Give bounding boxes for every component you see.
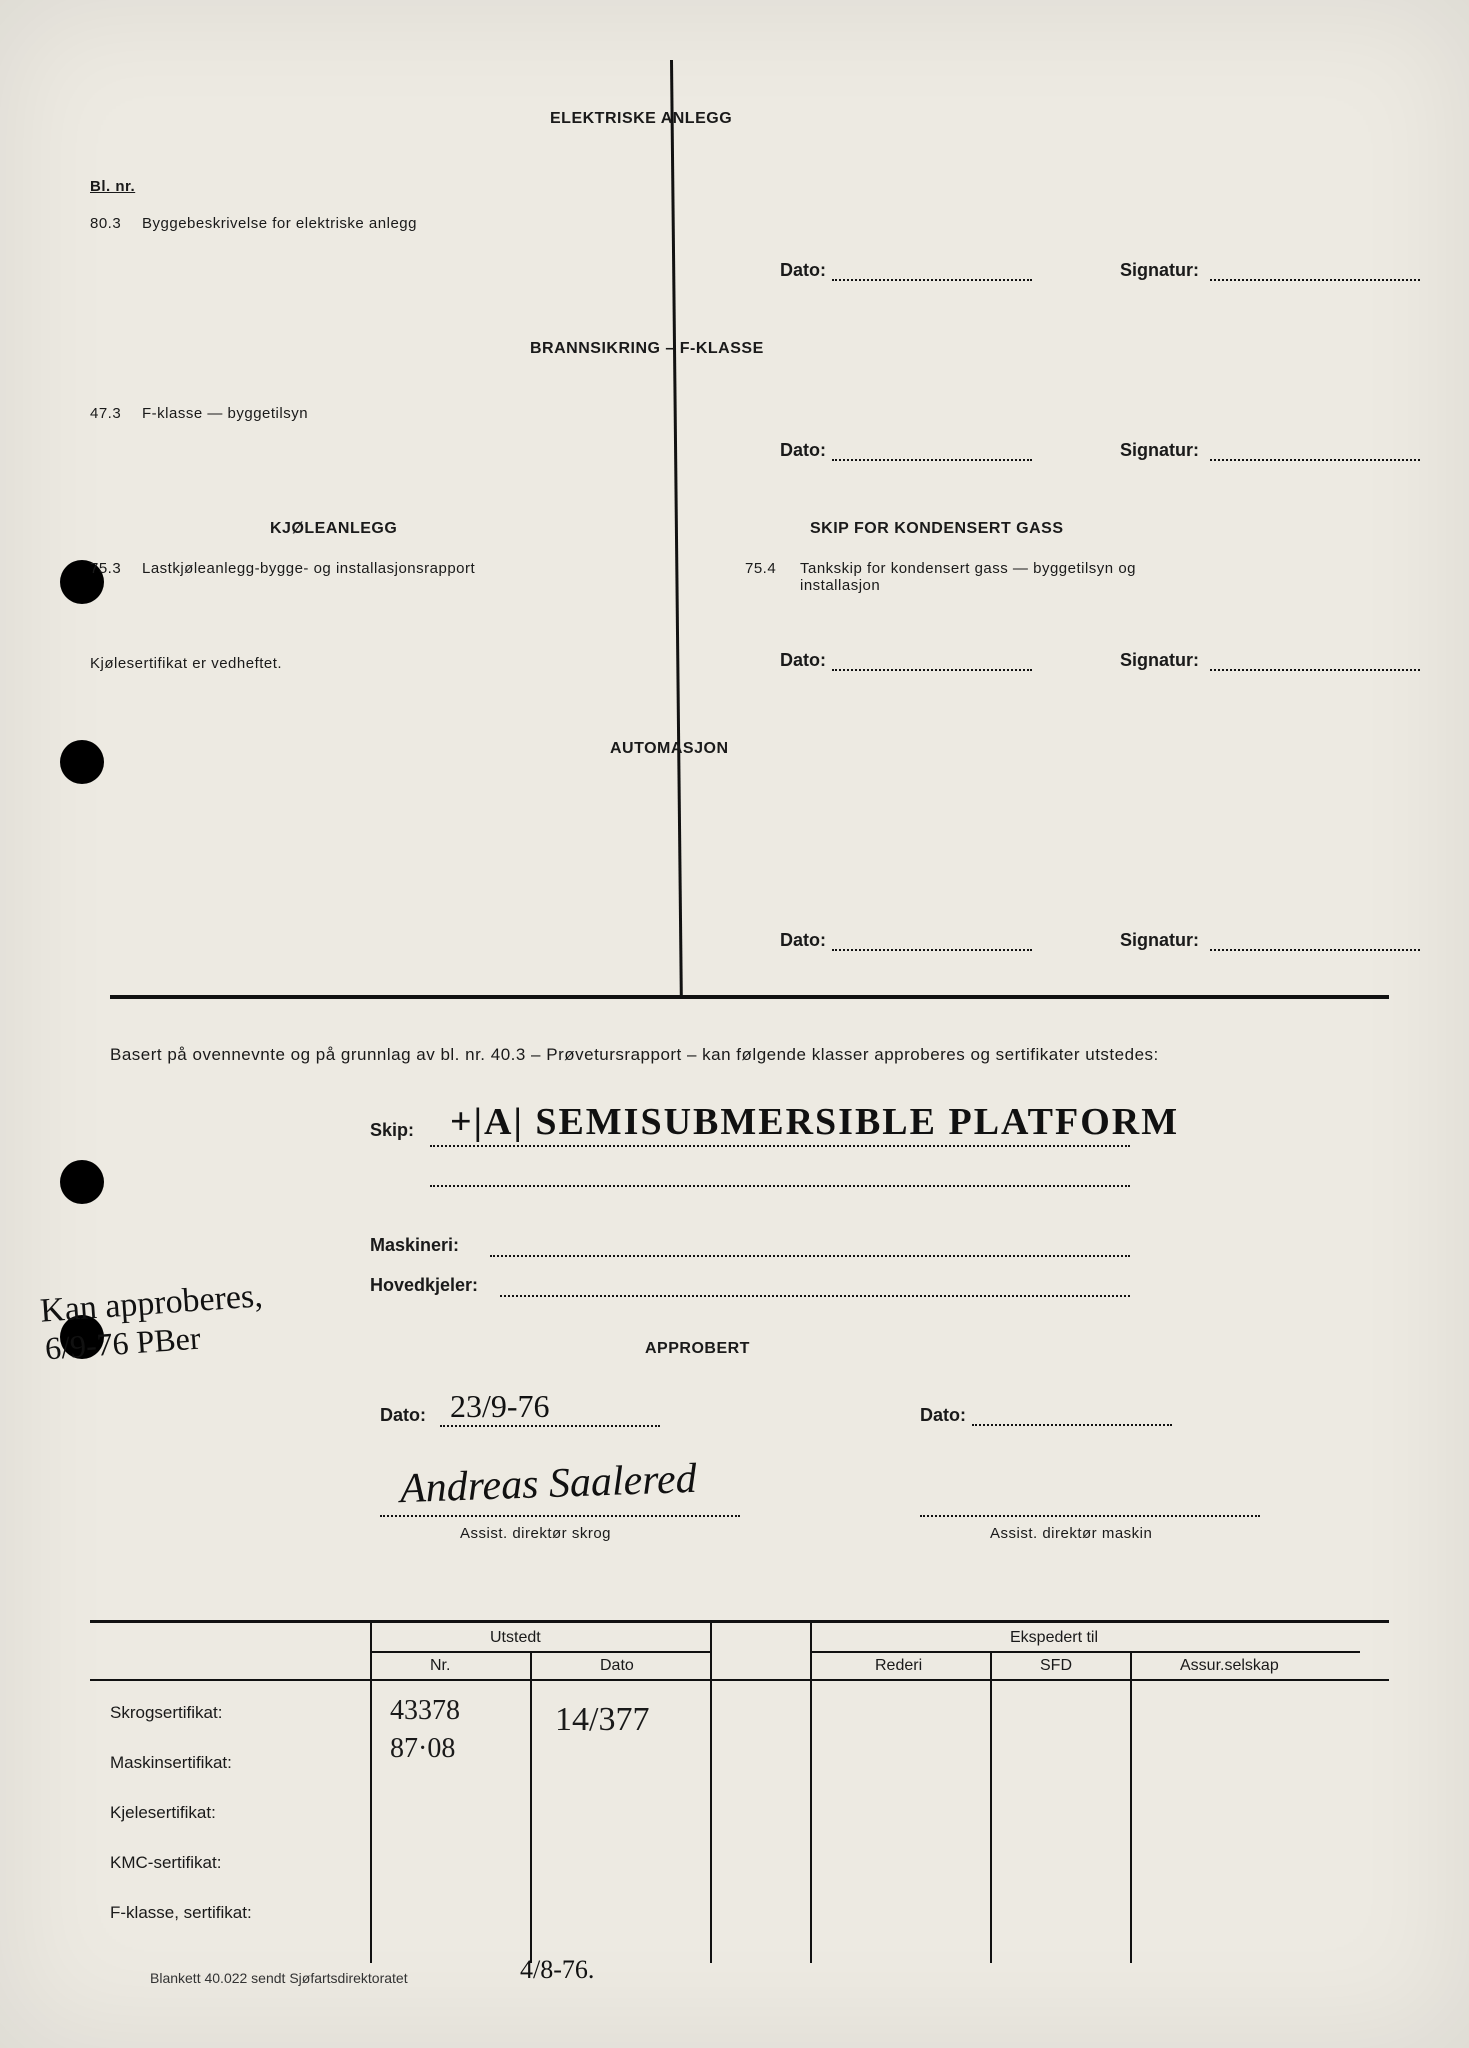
- cert-head-dato: Dato: [600, 1657, 634, 1675]
- cert-row-fklasse: F-klasse, sertifikat:: [110, 1903, 252, 1923]
- cert-hline: [370, 1651, 710, 1653]
- dato-label: Dato:: [380, 1405, 426, 1425]
- dato-field: Dato:: [780, 260, 1032, 281]
- section-heading-elektriske: ELEKTRISKE ANLEGG: [550, 110, 732, 128]
- item-text: Lastkjøleanlegg-bygge- og installasjonsr…: [142, 560, 482, 577]
- item-text: F-klasse — byggetilsyn: [142, 405, 308, 422]
- approbert-dato-right: Dato:: [920, 1405, 1172, 1426]
- page-content: ELEKTRISKE ANLEGG Bl. nr. 80.3 Byggebesk…: [90, 60, 1399, 2008]
- blankett-footer: Blankett 40.022 sendt Sjøfartsdirektorat…: [150, 1970, 408, 1986]
- signatur-label: Signatur:: [1120, 260, 1199, 280]
- cert-maskin-nr: 87·08: [390, 1733, 455, 1765]
- cert-vline: [810, 1623, 812, 1963]
- scanned-page: ELEKTRISKE ANLEGG Bl. nr. 80.3 Byggebesk…: [0, 0, 1469, 2048]
- blankett-date: 4/8-76.: [520, 1955, 594, 1985]
- baseline-rule: [110, 995, 1389, 999]
- cert-hline: [810, 1651, 1360, 1653]
- cert-row-maskin: Maskinsertifikat:: [110, 1753, 232, 1773]
- hovedkjeler-line: [500, 1295, 1130, 1297]
- item-number: 80.3: [90, 215, 121, 232]
- sig-line-right: [920, 1515, 1260, 1517]
- dato-line: [832, 653, 1032, 671]
- signatur-line: [1210, 443, 1420, 461]
- dato-label: Dato:: [780, 260, 826, 280]
- section-heading-gass: SKIP FOR KONDENSERT GASS: [810, 520, 1064, 538]
- signatur-line: [1210, 263, 1420, 281]
- dato-line: [832, 443, 1032, 461]
- hole-punch: [60, 1160, 104, 1204]
- item-text: Tankskip for kondensert gass — byggetils…: [800, 560, 1180, 594]
- bl-nr-label: Bl. nr.: [90, 178, 135, 195]
- signatur-label: Signatur:: [1120, 930, 1199, 950]
- approbert-signature: Andreas Saalered: [399, 1455, 697, 1513]
- signatur-field: Signatur:: [1120, 260, 1420, 281]
- cert-skrog-nr: 43378: [390, 1695, 460, 1727]
- cert-head-utstedt: Utstedt: [490, 1629, 541, 1647]
- item-number: 75.4: [745, 560, 776, 577]
- item-text: Byggebeskrivelse for elektriske anlegg: [142, 215, 417, 232]
- skip-label: Skip:: [370, 1120, 414, 1141]
- cert-vline: [710, 1623, 712, 1963]
- signatur-field: Signatur:: [1120, 650, 1420, 671]
- dato-label: Dato:: [780, 440, 826, 460]
- dato-field: Dato:: [780, 650, 1032, 671]
- maskineri-label: Maskineri:: [370, 1235, 459, 1256]
- cert-head-assur: Assur.selskap: [1180, 1657, 1279, 1675]
- signatur-field: Signatur:: [1120, 930, 1420, 951]
- approbert-dato-left: Dato:: [380, 1405, 426, 1426]
- sig-title-left: Assist. direktør skrog: [460, 1525, 611, 1542]
- dato-line: [972, 1408, 1172, 1426]
- sub-text: Kjølesertifikat er vedheftet.: [90, 655, 282, 672]
- basert-paragraph: Basert på ovennevnte og på grunnlag av b…: [110, 1045, 1379, 1065]
- signatur-label: Signatur:: [1120, 650, 1199, 670]
- cert-vline: [1130, 1651, 1132, 1963]
- item-number: 47.3: [90, 405, 121, 422]
- approbert-dato-value: 23/9-76: [450, 1388, 550, 1425]
- dato-line: [832, 263, 1032, 281]
- cert-head-rederi: Rederi: [875, 1657, 922, 1675]
- dato-field: Dato:: [780, 440, 1032, 461]
- cert-vline: [990, 1651, 992, 1963]
- cert-row-kjele: Kjelesertifikat:: [110, 1803, 216, 1823]
- cert-row-kmc: KMC-sertifikat:: [110, 1853, 221, 1873]
- section-heading-kjole: KJØLEANLEGG: [270, 520, 397, 538]
- section-heading-automasjon: AUTOMASJON: [610, 740, 729, 758]
- dato-line: [832, 933, 1032, 951]
- signatur-field: Signatur:: [1120, 440, 1420, 461]
- cert-vline: [530, 1651, 532, 1963]
- dato-field: Dato:: [780, 930, 1032, 951]
- skip-value-handwritten: +|A| SEMISUBMERSIBLE PLATFORM: [450, 1100, 1179, 1144]
- approbert-dato-line: [440, 1425, 660, 1427]
- signatur-line: [1210, 933, 1420, 951]
- signatur-label: Signatur:: [1120, 440, 1199, 460]
- dato-label: Dato:: [920, 1405, 966, 1425]
- cert-head-nr: Nr.: [430, 1657, 450, 1675]
- skip-line2: [430, 1185, 1130, 1187]
- hole-punch: [60, 740, 104, 784]
- sig-line-left: [380, 1515, 740, 1517]
- section-heading-brann: BRANNSIKRING – F-KLASSE: [530, 340, 764, 358]
- cert-head-ekspedert: Ekspedert til: [1010, 1629, 1098, 1647]
- cert-row-skrog: Skrogsertifikat:: [110, 1703, 222, 1723]
- hovedkjeler-label: Hovedkjeler:: [370, 1275, 478, 1296]
- approbert-heading: APPROBERT: [645, 1340, 750, 1358]
- certificate-table: Utstedt Nr. Dato Ekspedert til Rederi SF…: [90, 1620, 1389, 1983]
- sig-title-right: Assist. direktør maskin: [990, 1525, 1152, 1542]
- maskineri-line: [490, 1255, 1130, 1257]
- cert-skrog-dato: 14/377: [555, 1701, 649, 1739]
- cert-head-sfd: SFD: [1040, 1657, 1072, 1675]
- cert-vline: [370, 1623, 372, 1963]
- dato-label: Dato:: [780, 650, 826, 670]
- item-number: 75.3: [90, 560, 121, 577]
- dato-label: Dato:: [780, 930, 826, 950]
- cert-hline: [90, 1679, 1389, 1681]
- center-divider: [670, 60, 683, 999]
- skip-line: [430, 1145, 1130, 1147]
- signatur-line: [1210, 653, 1420, 671]
